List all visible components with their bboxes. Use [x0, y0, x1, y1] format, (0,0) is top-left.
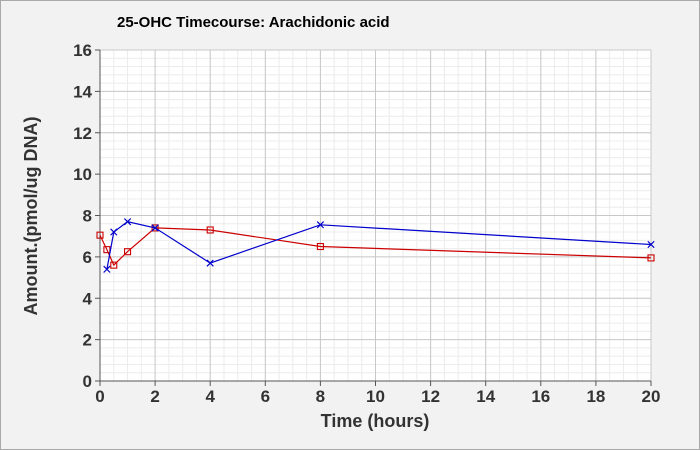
x-axis-ticks: 0 2 4 6 8 10 12 14 16 18 20	[95, 381, 660, 406]
y-tick-label: 16	[73, 41, 92, 60]
x-tick-label: 18	[586, 387, 605, 406]
series-1-point	[647, 254, 655, 262]
y-tick-label: 12	[73, 124, 92, 143]
series-2-point	[123, 218, 132, 226]
x-tick-label: 4	[205, 387, 215, 406]
series-2-point	[103, 265, 111, 273]
series-1-point	[316, 242, 324, 251]
series-1-point	[110, 261, 118, 269]
series-2-point	[151, 224, 159, 232]
x-axis-label: Time (hours)	[321, 411, 430, 431]
series-2-point	[316, 221, 325, 229]
series-2-point	[110, 228, 118, 236]
series-1-point	[96, 231, 104, 239]
y-tick-label: 0	[83, 372, 92, 391]
series-1-point	[124, 248, 132, 256]
x-tick-label: 10	[366, 387, 385, 406]
series-1-point	[151, 224, 159, 232]
series-2-point	[647, 240, 655, 249]
x-tick-label: 0	[95, 387, 104, 406]
series-1-point	[103, 246, 111, 254]
x-tick-label: 6	[261, 387, 270, 406]
y-axis-label: Amount.(pmol/ug DNA)	[21, 117, 41, 316]
y-tick-label: 2	[83, 331, 92, 350]
x-tick-label: 2	[150, 387, 159, 406]
series-2	[103, 218, 655, 273]
x-tick-label: 14	[476, 387, 495, 406]
y-tick-label: 14	[73, 82, 92, 101]
y-tick-label: 10	[73, 165, 92, 184]
series-1	[96, 224, 655, 269]
y-tick-label: 6	[83, 248, 92, 267]
series-1-point	[206, 226, 214, 234]
x-tick-label: 12	[421, 387, 440, 406]
x-tick-label: 16	[531, 387, 550, 406]
x-tick-label: 8	[316, 387, 325, 406]
y-tick-label: 4	[83, 289, 93, 308]
y-axis-ticks: 0 2 4 6 8 10 12 14 16	[73, 41, 100, 391]
series-2-point	[206, 259, 214, 267]
chart-title: 25-OHC Timecourse: Arachidonic acid	[117, 14, 390, 31]
series-layer	[96, 218, 655, 273]
y-tick-label: 8	[83, 207, 92, 226]
x-tick-label: 20	[642, 387, 661, 406]
